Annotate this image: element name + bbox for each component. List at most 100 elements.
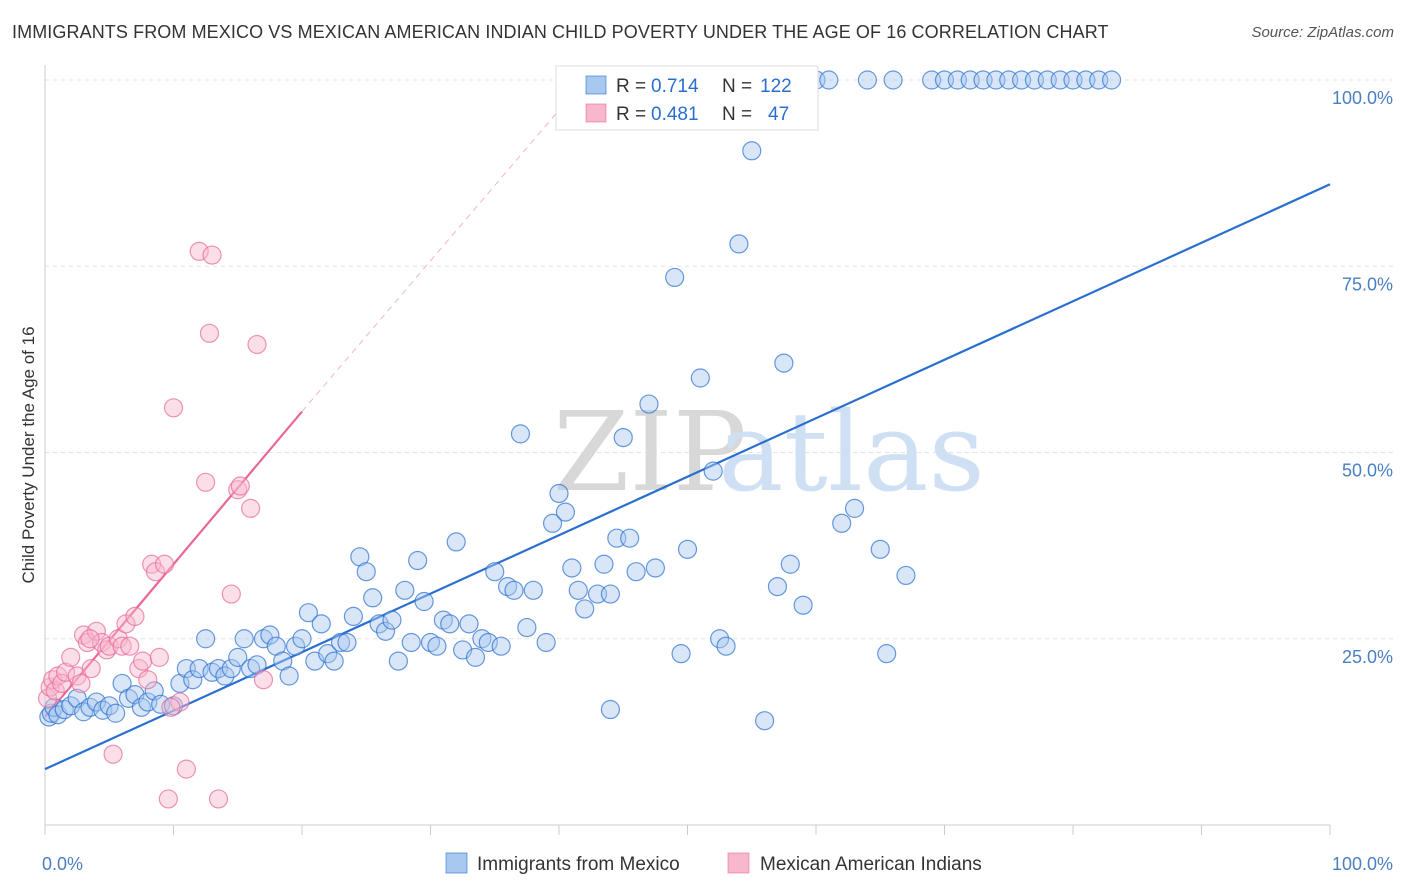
point-blue-81 (562, 558, 582, 578)
legend-swatch-pink (585, 103, 607, 123)
point-blue-30 (228, 647, 248, 667)
point-blue-25 (196, 629, 216, 649)
point-blue-114 (896, 565, 916, 586)
point-pink-38 (208, 789, 229, 809)
point-pink-22 (125, 606, 145, 627)
point-blue-94 (677, 539, 698, 559)
point-blue-92 (645, 558, 665, 578)
point-pink-31 (163, 398, 184, 418)
point-blue-98 (716, 636, 736, 656)
point-blue-129 (1101, 70, 1122, 90)
trend-line-dashed-pink (301, 79, 586, 412)
point-blue-53 (375, 621, 396, 641)
point-blue-108 (832, 513, 852, 533)
point-blue-101 (754, 711, 775, 731)
point-blue-102 (767, 576, 788, 597)
point-blue-43 (311, 614, 331, 634)
point-blue-74 (510, 424, 531, 444)
point-pink-6 (55, 662, 76, 682)
point-blue-112 (877, 644, 897, 664)
point-blue-79 (549, 483, 569, 504)
point-blue-77 (536, 632, 556, 653)
point-pink-33 (176, 759, 196, 779)
point-blue-69 (478, 632, 498, 653)
point-pink-32 (170, 692, 190, 712)
point-blue-23 (183, 670, 203, 690)
point-blue-100 (742, 141, 762, 161)
point-blue-73 (504, 580, 524, 600)
point-pink-0 (37, 688, 58, 708)
point-blue-70 (485, 562, 505, 582)
point-blue-64 (446, 532, 466, 552)
point-blue-93 (665, 267, 685, 288)
point-blue-67 (465, 647, 486, 667)
point-pink-35 (196, 472, 216, 492)
point-blue-130 (600, 699, 621, 720)
legend-r-value-2: 0.481 (651, 104, 699, 125)
point-blue-88 (613, 428, 633, 448)
point-blue-28 (215, 666, 235, 686)
legend-n-label-1: N = (722, 76, 752, 97)
point-pink-5 (52, 673, 72, 694)
point-blue-95 (690, 368, 710, 388)
grid-lines (45, 79, 1395, 640)
legend-n-value-1: 122 (760, 76, 792, 97)
point-blue-35 (260, 625, 280, 645)
point-blue-83 (575, 599, 595, 619)
point-pink-28 (149, 647, 169, 667)
point-blue-51 (363, 588, 383, 608)
point-blue-63 (440, 614, 460, 634)
point-blue-31 (234, 629, 254, 649)
point-blue-85 (594, 554, 614, 574)
x-tick-label-0: 0.0% (42, 854, 83, 874)
point-pink-7 (61, 647, 81, 667)
point-blue-24 (189, 658, 209, 679)
point-blue-50 (356, 562, 376, 582)
series-legend-label-blue: Immigrants from Mexico (477, 854, 680, 875)
y-tick-label-3: 100.0% (1332, 88, 1393, 108)
point-blue-107 (819, 70, 839, 90)
point-blue-38 (279, 666, 299, 686)
point-blue-96 (703, 461, 723, 481)
series-legend-swatch-pink (727, 852, 750, 874)
point-pink-12 (81, 658, 101, 679)
trend-line-blue (44, 183, 1331, 771)
y-tick-label-1: 50.0% (1342, 461, 1393, 481)
legend-swatch-blue (585, 75, 607, 95)
x-tick-label-1: 100.0% (1332, 854, 1393, 874)
point-blue-97 (710, 629, 730, 649)
point-blue-76 (523, 580, 543, 600)
point-blue-44 (318, 644, 338, 664)
legend-n-label-2: N = (722, 104, 752, 125)
point-blue-66 (459, 614, 479, 634)
point-blue-59 (414, 591, 434, 612)
point-blue-12 (106, 703, 126, 723)
data-points (37, 70, 1122, 809)
point-blue-103 (774, 353, 794, 373)
point-blue-39 (285, 636, 306, 656)
point-blue-41 (298, 603, 319, 623)
point-blue-52 (369, 614, 389, 634)
y-tick-label-2: 75.0% (1342, 274, 1393, 294)
stats-legend: R = 0.714 N = 122 R = 0.481 N = 47 (555, 65, 819, 131)
point-blue-29 (221, 658, 241, 679)
watermark-atlas: atlas (718, 388, 985, 516)
point-pink-1 (40, 677, 60, 697)
legend-r-label-1: R = (616, 76, 646, 97)
point-blue-46 (330, 632, 351, 653)
point-blue-99 (729, 234, 749, 254)
point-pink-42 (241, 498, 261, 518)
point-blue-40 (292, 629, 312, 649)
point-pink-9 (71, 673, 91, 694)
point-pink-19 (112, 636, 132, 656)
series-legend-swatch-blue (445, 852, 468, 874)
point-blue-61 (427, 636, 447, 656)
point-blue-91 (639, 394, 659, 414)
point-pink-21 (120, 636, 140, 656)
point-pink-37 (202, 245, 222, 265)
y-axis-label: Child Poverty Under the Age of 16 (19, 326, 38, 583)
point-blue-78 (542, 513, 563, 533)
series-legend-label-pink: Mexican American Indians (760, 854, 982, 875)
point-blue-16 (131, 697, 151, 717)
point-pink-36 (199, 323, 220, 343)
